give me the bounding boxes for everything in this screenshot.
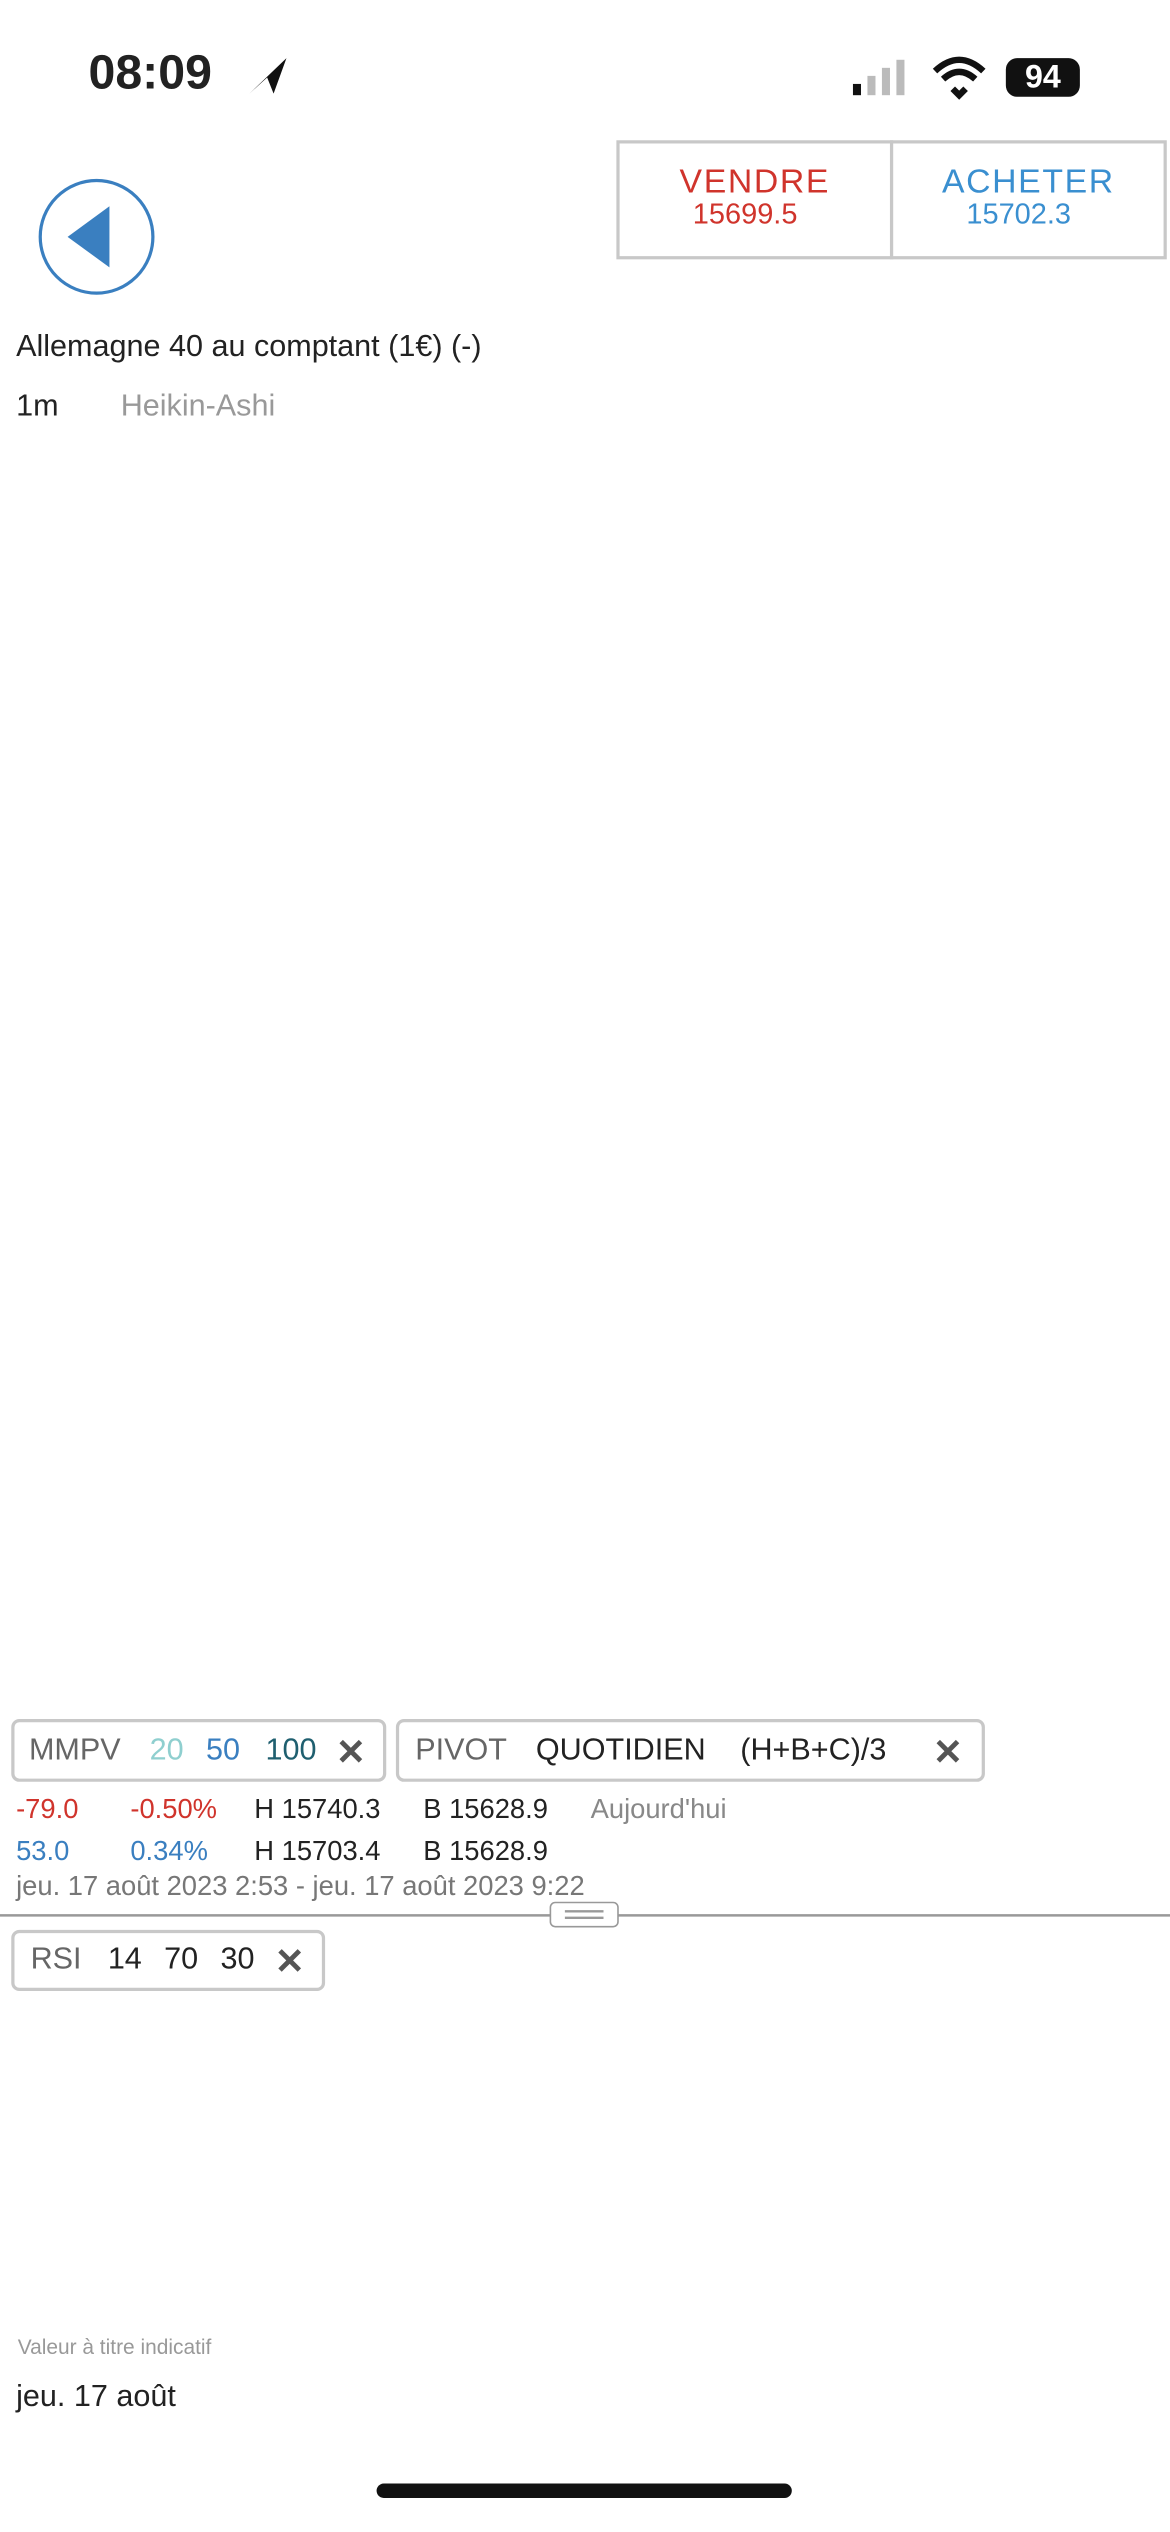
resize-handle[interactable] <box>549 1901 619 1928</box>
clock: 08:09 <box>89 46 212 100</box>
sell-label: VENDRE <box>680 163 830 201</box>
info: B 15628.9 <box>423 1835 548 1866</box>
info: H 15703.4 <box>254 1835 380 1866</box>
rsi-upper: 70 <box>164 1942 198 1976</box>
signal-icon <box>852 59 905 96</box>
date-label: jeu. 17 août <box>15 2379 176 2413</box>
buy-button[interactable] <box>889 140 1167 260</box>
info: H 15740.3 <box>254 1793 380 1824</box>
handle-lines <box>564 1910 604 1919</box>
info: 0.34% <box>130 1835 208 1866</box>
pivot-legend[interactable] <box>395 1719 985 1782</box>
date-range: jeu. 17 août 2023 2:53 - jeu. 17 août 20… <box>15 1870 585 1901</box>
legend-entry: 100 <box>266 1732 317 1766</box>
buy-price: 15702.3 <box>966 199 1071 231</box>
battery <box>1005 58 1080 97</box>
rsi-period: 14 <box>108 1942 142 1976</box>
rsi-legend[interactable] <box>11 1929 326 1992</box>
info: -79.0 <box>16 1793 78 1824</box>
sell-button[interactable] <box>616 140 894 260</box>
pivot-name: PIVOT <box>415 1732 507 1766</box>
instrument-title: Allemagne 40 au comptant (1€) (-) <box>16 329 481 363</box>
close-icon[interactable] <box>339 1739 363 1763</box>
home-indicator <box>376 2483 792 2498</box>
legend-entry: 50 <box>206 1732 240 1766</box>
close-icon[interactable] <box>278 1949 302 1972</box>
date-label-bg <box>0 2372 190 2424</box>
interval: 1m <box>16 388 58 422</box>
rsi-lower: 30 <box>220 1942 254 1976</box>
pivot-formula: (H+B+C)/3 <box>740 1732 886 1766</box>
sell-price: 15699.5 <box>693 199 798 231</box>
buy-label: ACHETER <box>942 163 1115 201</box>
info: -0.50% <box>130 1793 217 1824</box>
rsi-name: RSI <box>31 1942 82 1976</box>
chart-style: Heikin-Ashi <box>121 388 276 422</box>
disclaimer: Valeur à titre indicatif <box>18 2336 212 2359</box>
ma-name: MMPV <box>29 1732 121 1766</box>
legend-entry: 20 <box>150 1732 184 1766</box>
info: 53.0 <box>16 1835 69 1866</box>
wifi-icon <box>932 56 986 100</box>
info: B 15628.9 <box>423 1793 548 1824</box>
ma-legend[interactable] <box>11 1719 387 1782</box>
info: Aujourd'hui <box>591 1793 727 1824</box>
back-icon <box>67 206 110 268</box>
close-icon[interactable] <box>936 1739 960 1763</box>
pivot-period: QUOTIDIEN <box>536 1732 706 1766</box>
battery-level: 94 <box>1025 59 1061 95</box>
